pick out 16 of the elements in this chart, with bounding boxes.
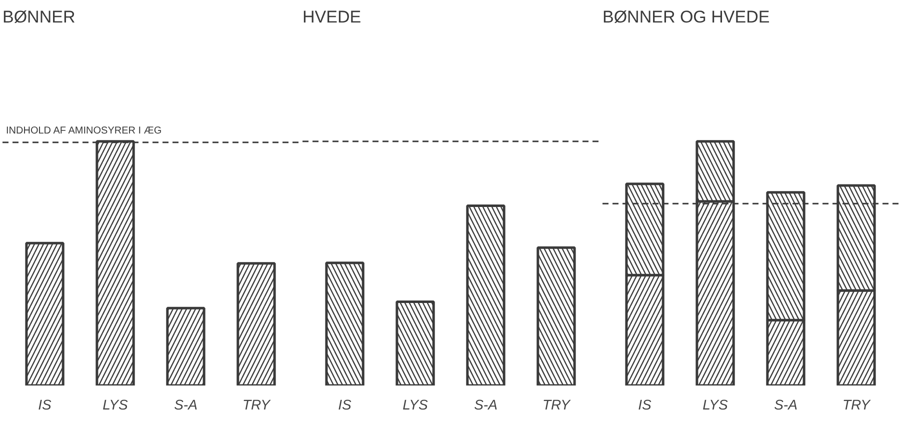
x-tick-label: IS xyxy=(638,396,652,412)
chart-title: HVEDE xyxy=(302,8,362,26)
x-tick-label: LYS xyxy=(702,396,729,412)
x-tick-label: TRY xyxy=(242,396,272,412)
x-tick-label: LYS xyxy=(102,396,129,412)
chart-title: BØNNER xyxy=(2,8,76,26)
chart-title: BØNNER OG HVEDE xyxy=(602,8,770,26)
x-tick-label: IS xyxy=(38,396,52,412)
ref-line-label: INDHOLD AF AMINOSYRER I ÆG xyxy=(6,125,162,136)
x-tick-label: LYS xyxy=(402,396,429,412)
x-tick-label: S-A xyxy=(474,396,498,412)
x-tick-label: TRY xyxy=(842,396,872,412)
x-tick-label: S-A xyxy=(174,396,198,412)
x-tick-label: S-A xyxy=(774,396,798,412)
x-tick-label: IS xyxy=(338,396,352,412)
x-tick-label: TRY xyxy=(542,396,572,412)
